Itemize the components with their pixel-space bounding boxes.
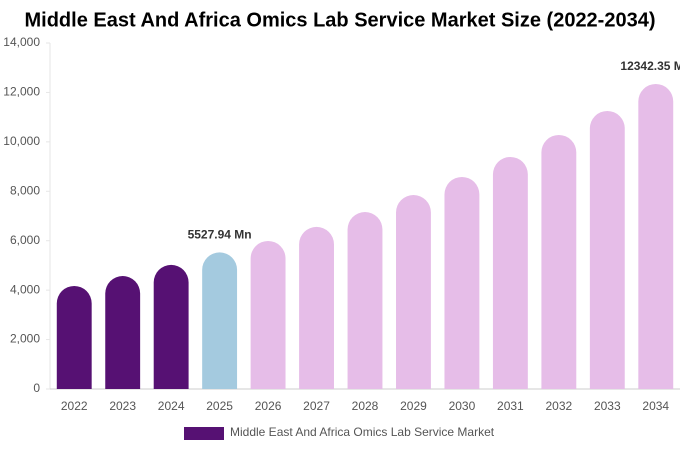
bar [202, 252, 238, 389]
bar [541, 134, 577, 389]
y-tick-label: 10,000 [3, 134, 40, 148]
bar [396, 195, 431, 389]
bar [105, 276, 141, 389]
x-tick-label: 2026 [255, 399, 282, 413]
bar [153, 264, 189, 389]
y-tick-label: 14,000 [3, 35, 40, 49]
x-tick-label: 2034 [642, 399, 669, 413]
bar [250, 240, 286, 389]
x-tick-label: 2022 [61, 399, 88, 413]
y-tick-label: 8,000 [10, 183, 40, 197]
y-tick-label: 2,000 [10, 332, 40, 346]
x-tick-label: 2031 [497, 399, 524, 413]
bar [589, 110, 625, 389]
x-tick-label: 2030 [449, 399, 476, 413]
x-tick-label: 2032 [545, 399, 572, 413]
bar [347, 212, 383, 389]
y-tick-label: 6,000 [10, 233, 40, 247]
legend-swatch [184, 427, 224, 440]
bar [444, 176, 480, 389]
x-tick-label: 2025 [206, 399, 233, 413]
x-tick-label: 2028 [352, 399, 379, 413]
y-tick-label: 12,000 [3, 85, 40, 99]
chart-title: Middle East And Africa Omics Lab Service… [25, 9, 656, 31]
x-tick-label: 2033 [594, 399, 621, 413]
x-tick-label: 2029 [400, 399, 427, 413]
data-label: 12342.35 Mn [620, 59, 680, 73]
x-tick-label: 2023 [109, 399, 136, 413]
bar [638, 83, 674, 389]
data-label: 5527.94 Mn [188, 228, 252, 242]
legend-label: Middle East And Africa Omics Lab Service… [230, 425, 495, 439]
bar [492, 156, 528, 389]
y-tick-label: 0 [33, 381, 40, 395]
bar [56, 285, 92, 389]
x-tick-label: 2027 [303, 399, 330, 413]
y-tick-label: 4,000 [10, 282, 40, 296]
bar [299, 226, 334, 389]
x-tick-label: 2024 [158, 399, 185, 413]
